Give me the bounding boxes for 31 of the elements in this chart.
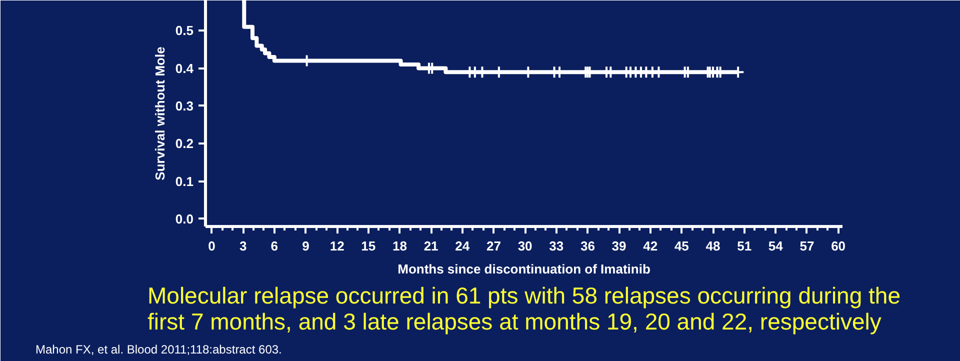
x-tick-label: 51 [737,238,752,254]
x-tick-label: 30 [518,238,532,254]
x-tick-label: 60 [831,238,846,254]
x-tick-label: 18 [392,238,407,254]
y-tick-label: 0.0 [175,211,194,226]
x-tick-label: 0 [208,238,216,254]
x-tick-label: 6 [270,238,278,254]
x-tick-label: 9 [302,238,310,254]
y-tick-label: 0.1 [175,174,194,189]
y-axis-title: Survival without Mole [152,46,168,180]
text: Mahon FX, et al. Blood 2011;118:abstract 603. [36,342,282,356]
x-tick-label: 39 [612,238,626,254]
x-tick-label: 12 [330,238,344,254]
x-tick-label: 57 [800,238,814,254]
y-tick-label: 0.4 [175,60,194,76]
x-tick-label: 15 [361,238,376,254]
x-tick-label: 54 [768,238,784,254]
x-tick-label: 24 [455,238,470,254]
text: Molecular relapse occurred in 61 pts with 58 relapses occurring during the first 7 months, and 3 late relapses at months 19, 20 and 22, respectively [148,282,901,334]
x-tick-label: 36 [580,238,595,254]
y-tick-label: 0.5 [175,23,194,38]
x-tick-label: 48 [706,238,720,254]
y-tick-label: 0.2 [175,136,194,152]
x-tick-label: 21 [424,238,438,254]
x-tick-label: 45 [674,238,689,254]
x-tick-label: 42 [643,238,658,254]
x-tick-label: 3 [239,238,247,254]
y-tick-label: 0.3 [175,98,194,114]
x-tick-label: 33 [549,238,564,254]
x-tick-label: 27 [486,238,501,254]
x-axis-title: Months since discontinuation of Imatinib [398,262,650,276]
